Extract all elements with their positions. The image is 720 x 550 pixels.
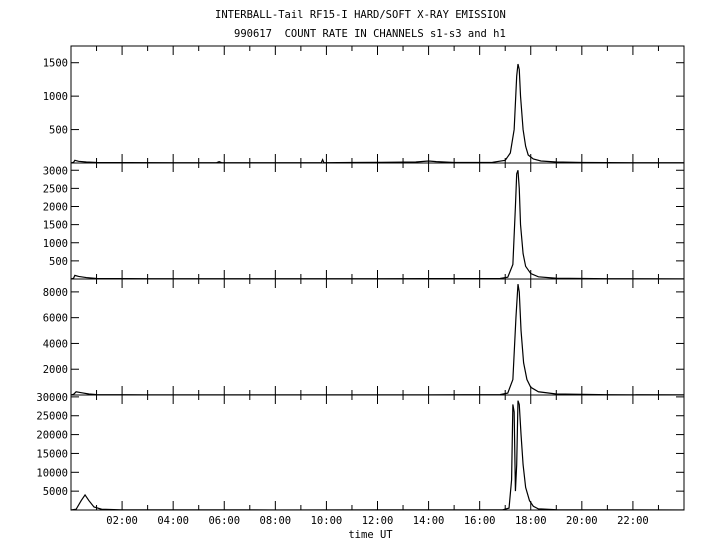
x-tick-label: 12:00 [362,515,394,527]
x-tick-label: 08:00 [260,515,292,527]
x-tick-label: 22:00 [617,515,649,527]
y-tick-label: 500 [49,125,68,137]
x-tick-label: 14:00 [413,515,445,527]
y-tick-label: 500 [49,256,68,268]
x-tick-label: 16:00 [464,515,496,527]
chart-title-line-1: INTERBALL-Tail RF15-I HARD/SOFT X-RAY EM… [215,9,506,21]
x-tick-label: 20:00 [566,515,598,527]
y-tick-label: 2000 [43,202,68,214]
y-tick-label: 1000 [43,91,68,103]
x-tick-label: 02:00 [106,515,138,527]
panel-frame-s2 [70,162,685,280]
y-tick-label: 8000 [43,287,68,299]
y-tick-label: 1500 [43,58,68,70]
y-tick-label: 15000 [36,448,68,460]
y-tick-label: 1500 [43,220,68,232]
y-tick-label: 2000 [43,364,68,376]
y-tick-label: 10000 [36,467,68,479]
y-tick-label: 2500 [43,183,68,195]
x-tick-label: 18:00 [515,515,547,527]
y-tick-label: 5000 [43,486,68,498]
series-line-h1 [70,400,685,511]
x-tick-label: 06:00 [208,515,240,527]
y-tick-label: 6000 [43,313,68,325]
panel-frame-h1 [70,394,685,511]
x-axis-label: time UT [348,529,393,541]
panel-frame-s3 [70,278,685,396]
series-line-s3 [70,284,685,396]
y-tick-label: 30000 [36,392,68,404]
panel-frame-s1 [70,45,685,164]
x-tick-label: 04:00 [157,515,189,527]
y-tick-label: 3000 [43,165,68,177]
x-tick-label: 10:00 [311,515,343,527]
series-line-s1 [70,63,684,164]
y-tick-label: 25000 [36,411,68,423]
chart-title-line-2: 990617 COUNT RATE IN CHANNELS s1-s3 and … [234,28,506,40]
y-tick-label: 20000 [36,430,68,442]
series-line-s2 [70,170,685,280]
y-tick-label: 4000 [43,338,68,350]
y-tick-label: 1000 [43,238,68,250]
